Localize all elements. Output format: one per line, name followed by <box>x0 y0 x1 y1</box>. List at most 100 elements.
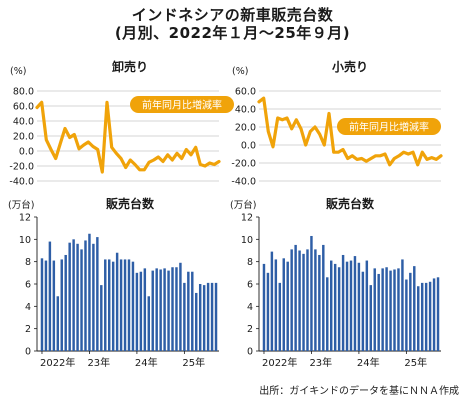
wholesale-units-bar <box>88 233 91 351</box>
retail-units-bar <box>337 267 341 351</box>
wholesale-units-bar <box>202 285 206 351</box>
wholesale-units-bar <box>96 237 99 351</box>
wholesale-units-bar <box>143 268 147 351</box>
retail-units-bar <box>274 259 278 351</box>
source-note: 出所：ガイキンドのデータを基にＮＮＡ作成 <box>259 386 459 397</box>
retail-units-bar <box>420 282 424 351</box>
wholesale-units-bar <box>80 249 83 351</box>
wholesale-yoy-ytick-label: -20.0 <box>9 162 34 173</box>
retail-units-ytick-label: 10 <box>241 235 253 246</box>
retail-units-bar <box>436 277 440 351</box>
retail-units-bar <box>322 244 325 351</box>
wholesale-units-ytick-label: 4 <box>25 302 31 313</box>
retail-units-bar <box>424 282 428 351</box>
retail-units-xtick-label: 25年 <box>404 356 427 369</box>
wholesale-units-bar <box>111 261 115 351</box>
wholesale-yoy-ytick-label: 20.0 <box>13 132 34 143</box>
retail-units-bar <box>417 286 420 351</box>
retail-units-bar <box>405 279 408 351</box>
wholesale-units-bar <box>214 282 218 351</box>
retail-yoy-ytick-label: -40.0 <box>231 177 256 188</box>
wholesale-units-bar <box>191 271 194 351</box>
retail-yoy-series-line <box>257 96 443 167</box>
retail-units-bar <box>262 263 266 351</box>
retail-units-bar <box>298 250 301 351</box>
wholesale-units-bar <box>175 267 178 351</box>
retail-units-bar <box>365 260 369 351</box>
retail-units-ytick-label: 4 <box>247 302 253 313</box>
wholesale-units-bar <box>195 292 198 351</box>
retail-yoy-title: 小売り <box>332 59 368 74</box>
wholesale-yoy-ylabel: (%) <box>10 66 26 77</box>
wholesale-units-xtick-label: 25年 <box>182 356 205 369</box>
retail-yoy-ytick-label: 0.0 <box>241 141 256 152</box>
wholesale-units-bar <box>131 261 135 351</box>
chart-title-line2: (月別、2022年１月〜25年９月) <box>114 24 351 42</box>
retail-units-ytick-label: 12 <box>241 213 253 224</box>
wholesale-units-bar <box>179 262 182 351</box>
wholesale-units-ytick-label: 10 <box>19 235 31 246</box>
wholesale-units-bar <box>155 268 158 351</box>
retail-units-bar <box>278 282 282 351</box>
wholesale-units-bar <box>183 282 186 351</box>
wholesale-units-bar <box>108 259 111 351</box>
wholesale-yoy-ytick-label: -40.0 <box>9 177 34 188</box>
retail-units-bar <box>389 270 392 351</box>
wholesale-yoy-series-line <box>35 100 221 174</box>
retail-units-bar <box>377 273 380 351</box>
retail-units-bar <box>369 285 372 351</box>
retail-units-bar <box>286 261 289 351</box>
retail-units-ytick-label: 8 <box>247 257 253 268</box>
retail-yoy-ytick-label: 60.0 <box>235 87 256 98</box>
wholesale-units-xtick-label: 23年 <box>87 356 110 369</box>
retail-units-bar <box>318 254 321 351</box>
retail-units-bar <box>353 256 357 351</box>
retail-units-bar <box>373 268 376 351</box>
retail-units-title: 販売台数 <box>326 196 375 211</box>
wholesale-units-ylabel: (万台) <box>8 199 34 211</box>
retail-units-bar <box>306 249 309 351</box>
retail-units-bar <box>302 253 305 351</box>
retail-yoy-ytick-label: 40.0 <box>235 105 256 116</box>
retail-yoy-annotation-badge <box>337 118 441 135</box>
retail-units-xtick-label: 23年 <box>309 356 332 369</box>
wholesale-units-bar <box>52 260 56 351</box>
retail-units-bar <box>361 271 365 351</box>
wholesale-yoy-title: 卸売り <box>112 59 148 74</box>
wholesale-units-bar <box>119 259 123 351</box>
wholesale-units-bar <box>56 296 60 351</box>
retail-units-bar <box>428 281 432 351</box>
retail-units-bar <box>345 261 349 351</box>
retail-units-ytick-label: 0 <box>247 347 253 358</box>
wholesale-units-bar <box>123 259 127 351</box>
retail-units-bar <box>310 235 313 351</box>
retail-units-bar <box>341 254 345 351</box>
retail-yoy-ytick-label: 20.0 <box>235 123 256 134</box>
wholesale-units-xtick-label: 24年 <box>135 356 158 369</box>
wholesale-units-bar <box>104 259 107 351</box>
wholesale-units-bar <box>198 284 202 351</box>
wholesale-units-xtick-label: 2022年 <box>40 356 75 369</box>
wholesale-units-bar <box>64 254 67 351</box>
retail-units-bar <box>385 267 388 351</box>
retail-units-bar <box>381 268 384 351</box>
retail-units-ylabel: (万台) <box>230 199 256 211</box>
wholesale-yoy-ytick-label: 60.0 <box>13 102 34 113</box>
wholesale-units-bar <box>127 259 131 351</box>
retail-units-bar <box>349 260 353 351</box>
retail-units-bar <box>393 269 396 351</box>
wholesale-units-bar <box>76 243 79 351</box>
retail-units-bar <box>432 278 436 351</box>
wholesale-units-bar <box>135 272 139 351</box>
wholesale-units-bar <box>115 252 119 351</box>
wholesale-yoy-annotation-badge <box>130 96 234 113</box>
wholesale-units-bar <box>187 271 190 351</box>
retail-yoy-annotation-label: 前年同月比増減率 <box>349 121 429 134</box>
wholesale-units-ytick-label: 0 <box>25 347 31 358</box>
retail-units-bar <box>333 263 337 351</box>
retail-units-bar <box>314 249 317 351</box>
retail-units-bar <box>270 251 274 351</box>
wholesale-units-ytick-label: 2 <box>25 324 31 335</box>
retail-units-ytick-label: 6 <box>247 280 253 291</box>
